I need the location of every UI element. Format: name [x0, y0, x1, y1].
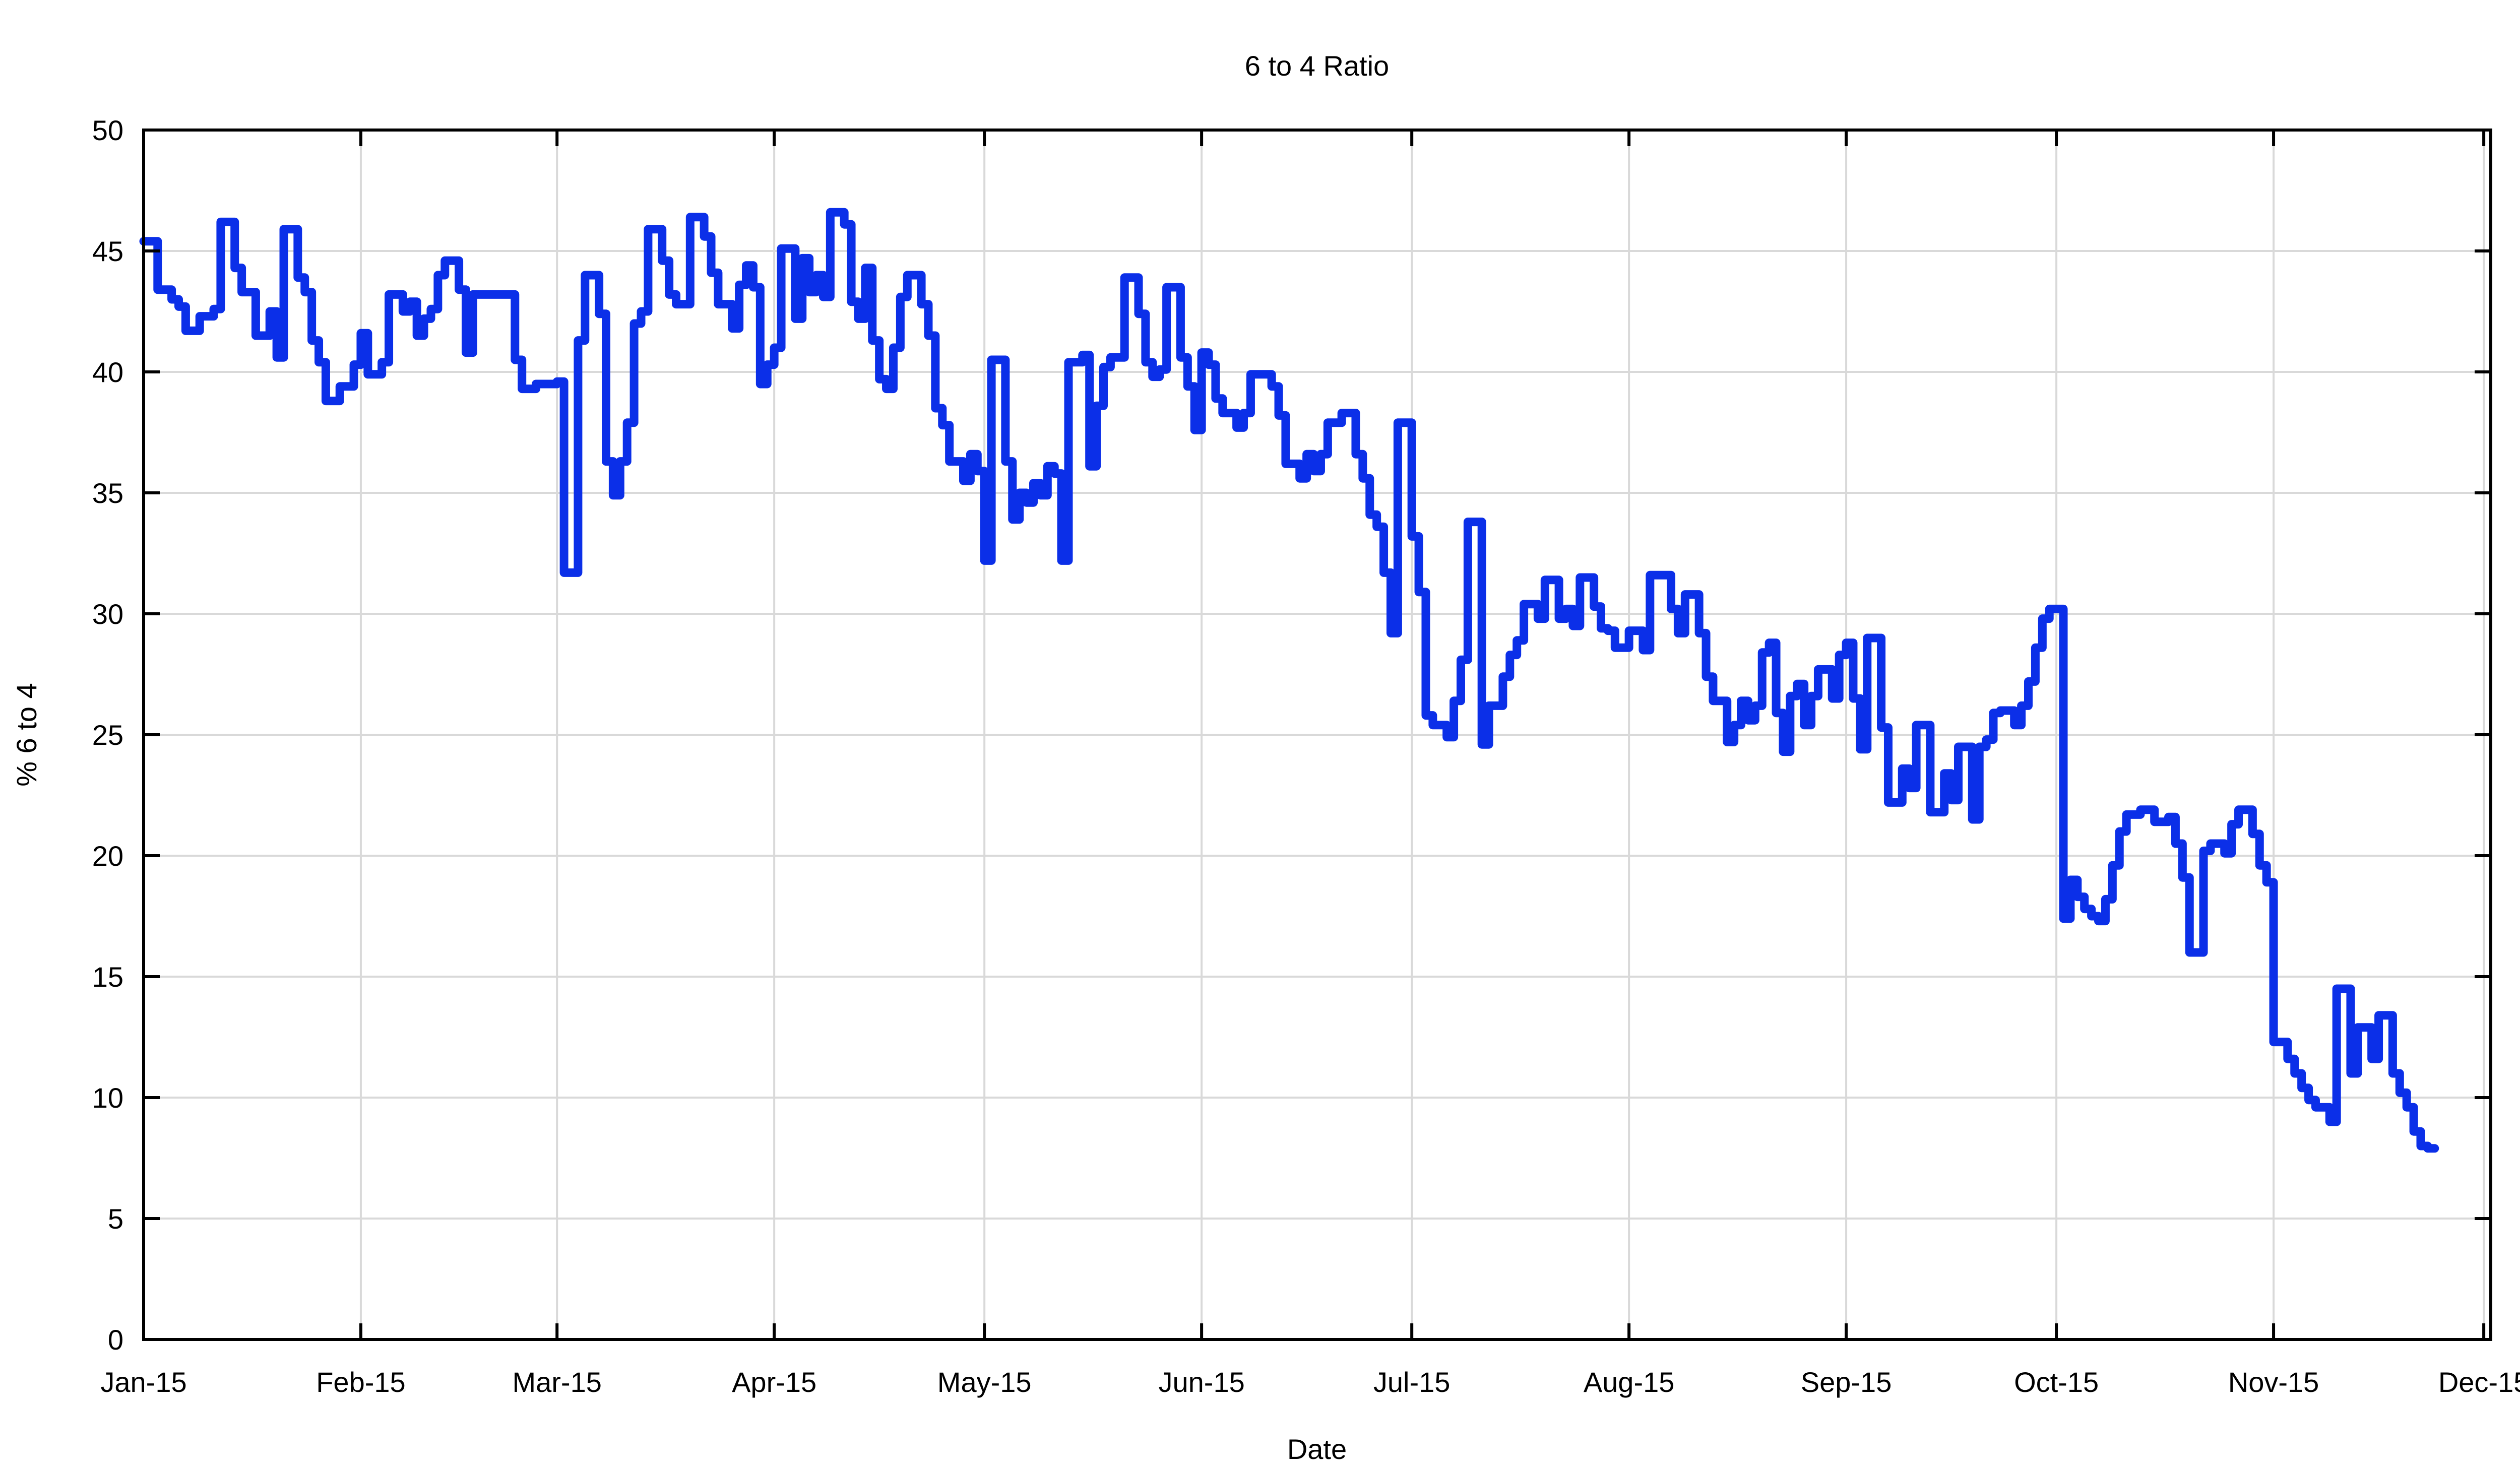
chart-title: 6 to 4 Ratio: [1245, 50, 1389, 82]
x-tick-label: Jan-15: [100, 1366, 186, 1398]
y-tick-label: 40: [92, 356, 123, 388]
x-tick-label: Sep-15: [1801, 1366, 1892, 1398]
x-tick-label: Aug-15: [1584, 1366, 1675, 1398]
gridlines-group: [144, 130, 2491, 1339]
x-tick-label: Jun-15: [1159, 1366, 1245, 1398]
x-tick-label: May-15: [937, 1366, 1032, 1398]
x-tick-label: Dec-15: [2438, 1366, 2520, 1398]
y-tick-label: 25: [92, 719, 123, 751]
tick-labels-group: 0 5 10 15 20 25 30 35 40 45 50 Jan-15 Feb-15 Mar-15 Ap…: [92, 114, 2520, 1398]
y-tick-label: 15: [92, 961, 123, 993]
x-axis-title: Date: [1287, 1433, 1347, 1465]
x-tick-label: Mar-15: [512, 1366, 601, 1398]
y-axis-title: % 6 to 4: [11, 683, 42, 786]
y-tick-label: 45: [92, 235, 123, 267]
data-series-line: [139, 208, 2439, 1153]
y-tick-label: 10: [92, 1082, 123, 1114]
y-tick-label: 0: [108, 1324, 123, 1356]
y-tick-label: 20: [92, 840, 123, 872]
y-tick-label: 30: [92, 598, 123, 630]
axes-group: [142, 129, 2492, 1341]
x-tick-label: Jul-15: [1373, 1366, 1451, 1398]
x-tick-label: Nov-15: [2228, 1366, 2319, 1398]
y-tick-label: 50: [92, 114, 123, 146]
x-tick-label: Oct-15: [2014, 1366, 2099, 1398]
y-tick-label: 5: [108, 1203, 123, 1235]
x-tick-label: Apr-15: [732, 1366, 816, 1398]
data-series-group: [139, 208, 2439, 1153]
x-tick-label: Feb-15: [316, 1366, 405, 1398]
y-tick-label: 35: [92, 477, 123, 509]
